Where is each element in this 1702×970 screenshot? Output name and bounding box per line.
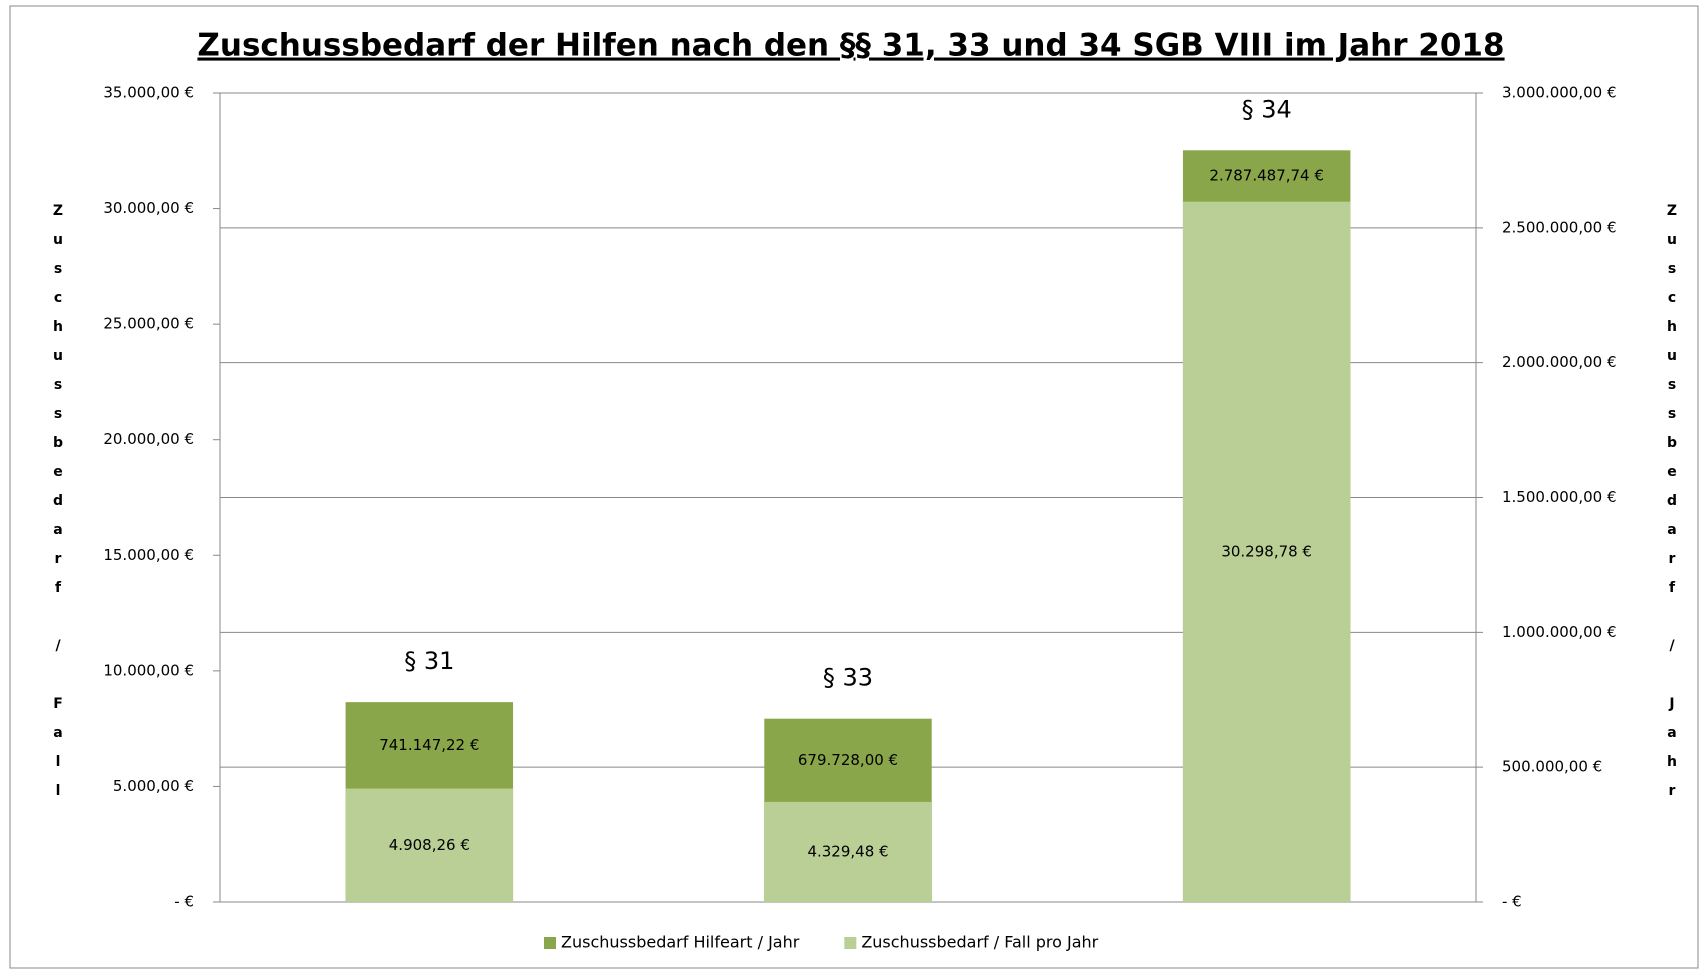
- y2-tick-label: 3.000.000,00 €: [1502, 84, 1617, 102]
- bar: [1182, 201, 1351, 902]
- y-tick-label: 10.000,00 €: [103, 661, 194, 679]
- y-axis-label: Zuschussbedarf / Fall: [50, 203, 66, 812]
- y-tick-label: 5.000,00 €: [113, 777, 194, 795]
- y-tick-label: - €: [174, 893, 194, 911]
- value-label: 30.298,78 €: [1221, 542, 1312, 560]
- value-label: 2.787.487,74 €: [1209, 166, 1324, 184]
- y2-tick-label: 1.000.000,00 €: [1502, 623, 1617, 641]
- category-label: § 34: [1242, 95, 1292, 123]
- category-label: § 31: [404, 647, 454, 675]
- y-tick-label: 30.000,00 €: [103, 199, 194, 217]
- y2-tick-label: 2.500.000,00 €: [1502, 218, 1617, 236]
- legend-swatch: [844, 937, 857, 949]
- legend-swatch: [544, 937, 556, 949]
- y-tick-label: 25.000,00 €: [103, 315, 194, 333]
- bar: [345, 788, 514, 902]
- y-tick-label: 35.000,00 €: [103, 84, 194, 102]
- y2-axis-label: Zuschussbedarf / Jahr: [1664, 203, 1680, 812]
- value-label: 741.147,22 €: [379, 736, 479, 754]
- legend-label: Zuschussbedarf Hilfeart / Jahr: [561, 933, 800, 952]
- y2-tick-label: 500.000,00 €: [1502, 758, 1602, 776]
- value-label: 4.329,48 €: [807, 842, 888, 860]
- y2-tick-label: - €: [1502, 893, 1522, 911]
- y2-tick-label: 2.000.000,00 €: [1502, 353, 1617, 371]
- value-label: 679.728,00 €: [798, 751, 898, 769]
- y-tick-label: 20.000,00 €: [103, 430, 194, 448]
- category-label: § 33: [823, 664, 873, 692]
- legend-label: Zuschussbedarf / Fall pro Jahr: [861, 933, 1098, 952]
- bar: [764, 801, 932, 902]
- y2-tick-label: 1.500.000,00 €: [1502, 488, 1617, 506]
- y-tick-label: 15.000,00 €: [103, 546, 194, 564]
- chart-title: Zuschussbedarf der Hilfen nach den §§ 31…: [197, 28, 1504, 64]
- value-label: 4.908,26 €: [389, 836, 470, 854]
